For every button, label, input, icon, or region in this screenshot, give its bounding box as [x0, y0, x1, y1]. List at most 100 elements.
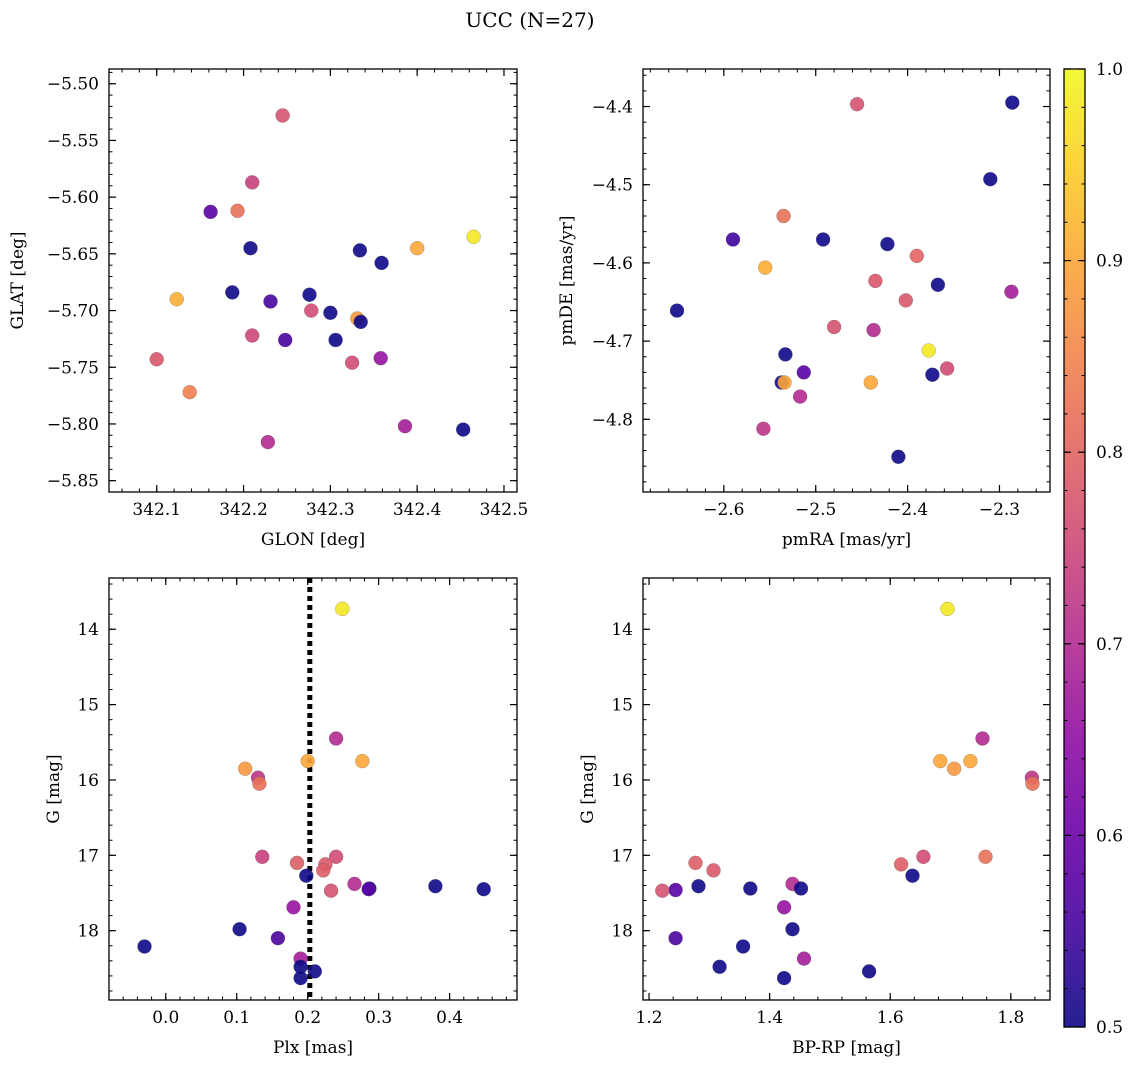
scatter-point — [244, 175, 260, 190]
y-tick-label: −4.5 — [592, 176, 633, 196]
scatter-point — [275, 108, 290, 123]
scatter-point — [299, 868, 314, 883]
scatter-point — [302, 287, 317, 302]
colorbar-tick-label: 0.5 — [1096, 1018, 1123, 1038]
scatter-points — [149, 108, 481, 450]
y-tick-label: 18 — [611, 922, 633, 942]
scatter-point — [735, 939, 751, 954]
scatter-point — [270, 931, 286, 946]
panel-glon-glat: 342.1 342.2 342.3 342.4 342.5 −5.85 −5.80 −5.75… — [8, 68, 528, 550]
y-tick-label: −5.70 — [47, 302, 99, 322]
scatter-point — [669, 303, 685, 318]
y-tick-label: −5.65 — [47, 245, 99, 265]
colorbar-tick-label: 0.7 — [1096, 635, 1123, 655]
axes-frame — [642, 68, 1051, 493]
scatter-point — [849, 96, 865, 112]
colorbar-frame — [1063, 68, 1086, 1028]
y-tick-label: −4.7 — [592, 332, 633, 352]
figure-title: UCC (N=27) — [465, 8, 594, 32]
scatter-point — [335, 601, 350, 617]
scatter-point — [252, 776, 267, 791]
x-tick-label: 342.3 — [306, 500, 355, 520]
scatter-point — [225, 285, 240, 300]
x-tick-label: 342.4 — [393, 500, 442, 520]
scatter-point — [743, 881, 758, 896]
x-tick-label: −2.5 — [795, 500, 836, 520]
scatter-point — [655, 883, 670, 898]
scatter-point — [756, 421, 771, 436]
x-tick-label: 1.2 — [636, 1008, 663, 1028]
scatter-point — [940, 601, 955, 617]
y-axis-title: G [mag] — [44, 754, 64, 823]
x-tick-label: −2.4 — [887, 500, 928, 520]
scatter-point — [778, 347, 793, 362]
y-tick-label: 17 — [77, 846, 99, 866]
scatter-point — [347, 876, 362, 892]
y-tick-label: 14 — [611, 620, 633, 640]
scatter-point — [925, 367, 940, 382]
scatter-point — [905, 868, 920, 883]
scatter-point — [137, 939, 152, 954]
scatter-point — [785, 922, 800, 937]
y-tick-label: 16 — [77, 771, 99, 791]
scatter-point — [933, 753, 948, 769]
scatter-point — [428, 879, 443, 894]
scatter-point — [930, 277, 946, 292]
scatter-point — [939, 361, 955, 376]
scatter-point — [323, 305, 338, 320]
scatter-point — [776, 970, 792, 986]
y-tick-label: 16 — [611, 771, 633, 791]
scatter-point — [323, 883, 339, 898]
scatter-point — [706, 863, 721, 878]
scatter-point — [880, 236, 895, 252]
scatter-point — [796, 365, 811, 380]
scatter-point — [286, 900, 301, 915]
y-axis-title: G [mag] — [578, 754, 598, 823]
scatter-points — [669, 95, 1020, 464]
x-axis-title: pmRA [mas/yr] — [782, 530, 911, 550]
scatter-point — [1004, 284, 1019, 299]
colorbar-tick-label: 0.6 — [1096, 826, 1123, 846]
scatter-point — [668, 931, 683, 946]
scatter-point — [792, 389, 808, 404]
scatter-point — [397, 419, 413, 434]
scatter-point — [866, 322, 881, 338]
x-tick-label: 342.2 — [219, 500, 268, 520]
scatter-point — [688, 855, 703, 871]
scatter-point — [361, 882, 376, 897]
x-axis-title: BP-RP [mag] — [792, 1038, 901, 1058]
scatter-point — [983, 171, 998, 187]
scatter-point — [278, 332, 293, 348]
y-tick-label: −5.60 — [47, 188, 99, 208]
x-axis-title: Plx [mas] — [273, 1038, 353, 1058]
panel-plx-g: 0.0 0.1 0.2 0.3 0.4 14 15 16 17 18 Plx [mas] G [mag… — [44, 577, 518, 1058]
scatter-point — [410, 240, 425, 256]
scatter-point — [353, 314, 368, 330]
scatter-point — [909, 248, 924, 264]
y-axis-title: pmDE [mas/yr] — [557, 215, 577, 345]
y-tick-label: 14 — [77, 620, 99, 640]
scatter-point — [355, 753, 370, 769]
scatter-point — [891, 449, 906, 464]
scatter-point — [169, 292, 184, 307]
x-tick-label: 342.1 — [132, 500, 181, 520]
scatter-point — [260, 434, 276, 450]
scatter-point — [232, 922, 247, 937]
y-tick-label: 17 — [611, 846, 633, 866]
y-tick-label: 18 — [77, 922, 99, 942]
scatter-point — [263, 294, 278, 309]
scatter-point — [289, 855, 305, 871]
scatter-point — [898, 293, 913, 308]
scatter-point — [758, 260, 773, 275]
y-tick-label: −4.6 — [592, 254, 633, 274]
panel-pmra-pmde: −2.6 −2.5 −2.4 −2.3 −4.8 −4.7 −4.6 −4.5 −4.4 pmRA… — [557, 68, 1051, 550]
scatter-point — [796, 951, 812, 966]
x-tick-label: 1.6 — [877, 1008, 904, 1028]
scatter-point — [1005, 95, 1020, 110]
y-tick-label: −5.75 — [47, 358, 99, 378]
colorbar: 0.5 0.6 0.7 0.8 0.9 1.0 — [1063, 60, 1123, 1038]
scatter-point — [978, 849, 993, 864]
y-tick-label: −4.4 — [592, 98, 633, 118]
y-tick-label: −5.80 — [47, 415, 99, 435]
